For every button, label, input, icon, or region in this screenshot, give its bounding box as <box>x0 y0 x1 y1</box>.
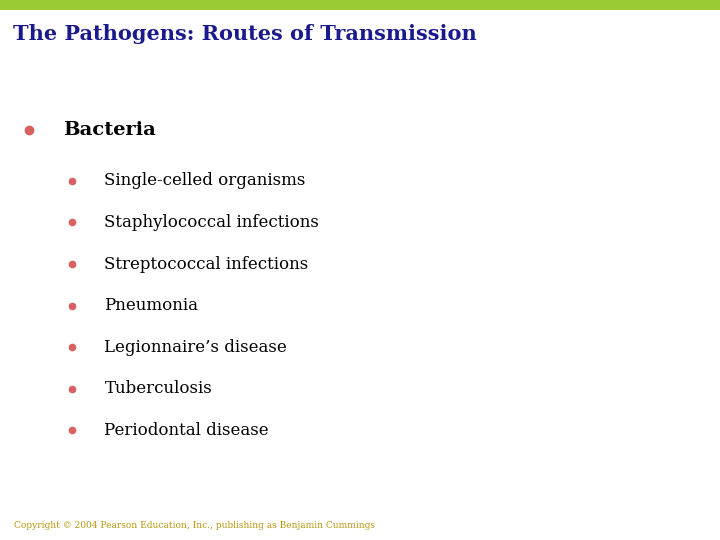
Text: Periodontal disease: Periodontal disease <box>104 422 269 439</box>
Text: Single-celled organisms: Single-celled organisms <box>104 172 306 190</box>
Text: The Pathogens: Routes of Transmission: The Pathogens: Routes of Transmission <box>13 24 477 44</box>
Text: Pneumonia: Pneumonia <box>104 297 199 314</box>
Bar <box>0 0 720 10</box>
Text: Streptococcal infections: Streptococcal infections <box>104 255 309 273</box>
Text: Legionnaire’s disease: Legionnaire’s disease <box>104 339 287 356</box>
Text: Staphylococcal infections: Staphylococcal infections <box>104 214 319 231</box>
Text: Copyright © 2004 Pearson Education, Inc., publishing as Benjamin Cummings: Copyright © 2004 Pearson Education, Inc.… <box>14 521 375 530</box>
Text: Tuberculosis: Tuberculosis <box>104 380 212 397</box>
Text: Bacteria: Bacteria <box>63 120 156 139</box>
